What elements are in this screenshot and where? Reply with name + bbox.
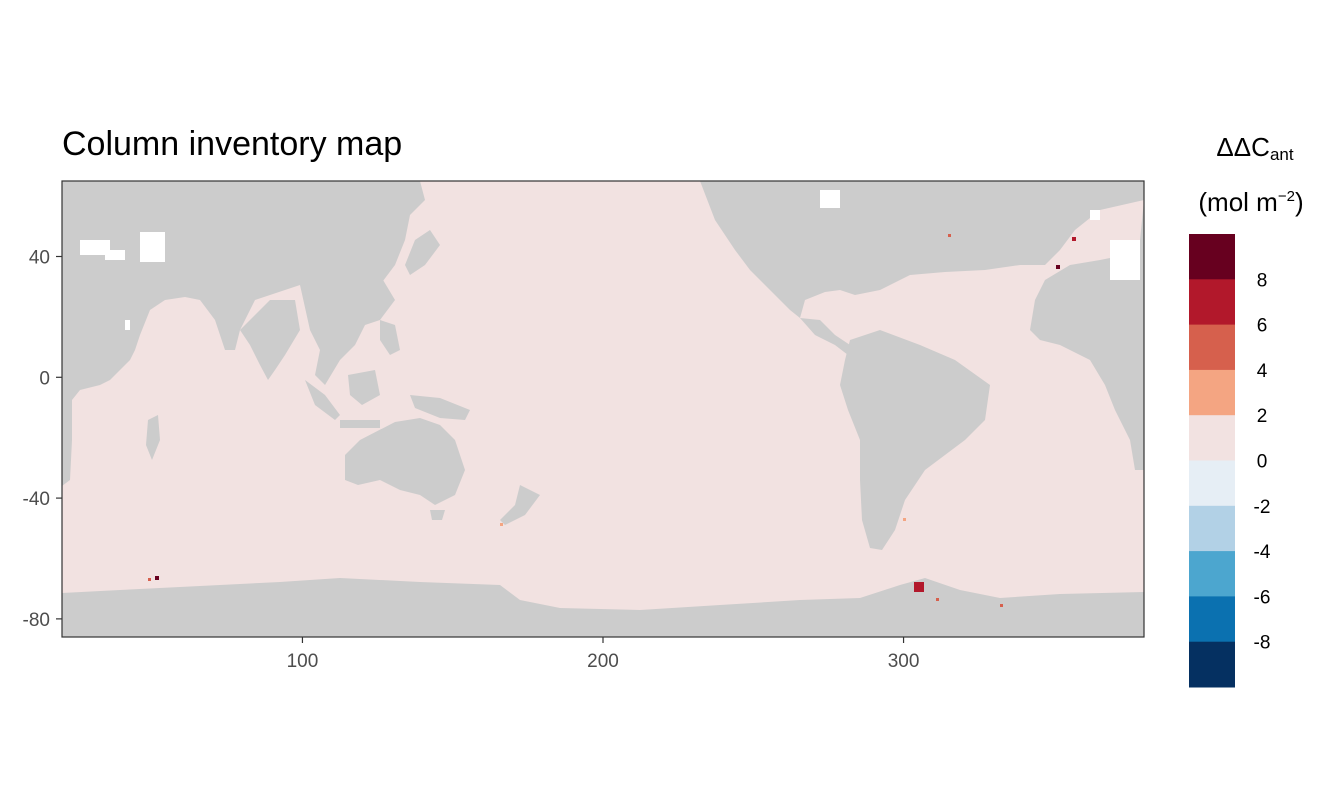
- land-borneo: [348, 370, 380, 405]
- legend-label: 8: [1257, 270, 1268, 291]
- no-data-areas: [80, 190, 1140, 330]
- legend-swatch: [1189, 369, 1235, 416]
- legend-swatch: [1189, 551, 1235, 597]
- legend-label: 6: [1257, 316, 1268, 337]
- legend-title: ΔΔCant: [1216, 132, 1294, 164]
- x-tick-label: 300: [888, 651, 920, 672]
- land-antarctica: [62, 578, 1144, 637]
- land-new-guinea: [410, 395, 470, 420]
- land-india: [240, 300, 300, 380]
- land-australia: [345, 418, 465, 505]
- land-java: [340, 420, 380, 428]
- legend-swatch: [1189, 324, 1235, 371]
- legend-swatch: [1189, 505, 1235, 552]
- legend-label: -6: [1254, 587, 1271, 608]
- chart-title: Column inventory map: [62, 125, 403, 163]
- land-central-america: [800, 318, 855, 355]
- legend-label: -8: [1254, 633, 1271, 654]
- legend-label: -2: [1254, 497, 1271, 518]
- land-south-america: [840, 330, 990, 550]
- land-se-asia: [300, 275, 395, 385]
- legend-swatch: [1189, 641, 1235, 688]
- land-sumatra: [305, 380, 340, 420]
- legend-unit: (mol m−2): [1198, 187, 1304, 217]
- highlight-cells: [148, 234, 1076, 607]
- y-tick-label: 40: [29, 247, 50, 268]
- y-tick-label: -40: [23, 489, 50, 510]
- land-madagascar: [146, 415, 160, 460]
- legend-label: 0: [1257, 452, 1268, 473]
- land-philippines: [380, 320, 400, 355]
- legend-swatch: [1189, 460, 1235, 507]
- x-tick-label: 100: [287, 651, 319, 672]
- legend-swatch: [1189, 415, 1235, 461]
- legend-swatch: [1189, 596, 1235, 643]
- land-tasmania: [430, 510, 445, 520]
- land-greenland: [980, 181, 1085, 230]
- y-tick-label: -80: [23, 610, 50, 631]
- x-tick-label: 200: [587, 651, 619, 672]
- legend-swatch: [1189, 279, 1235, 326]
- y-tick-label: 0: [39, 368, 50, 389]
- land-new-zealand: [500, 485, 540, 525]
- legend-label: 2: [1257, 406, 1268, 427]
- legend-label: 4: [1257, 361, 1268, 382]
- legend-swatch: [1189, 234, 1235, 280]
- legend-colorbar: 8 6 4 2 0 -2 -4 -6 -8: [1189, 234, 1271, 688]
- legend-label: -4: [1254, 542, 1271, 563]
- land-japan: [405, 230, 440, 275]
